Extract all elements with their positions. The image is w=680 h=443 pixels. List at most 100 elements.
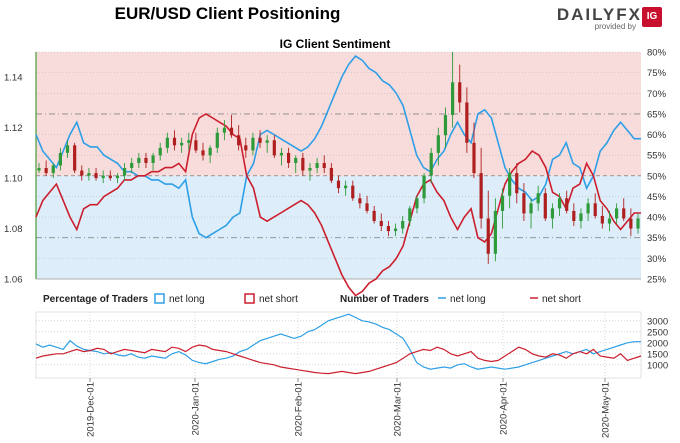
legend-pct-long-swatch (154, 293, 165, 304)
y-tick-label: 1500 (647, 349, 668, 360)
y-left-tick-label: 1.14 (4, 73, 23, 84)
candle-body (172, 137, 177, 146)
dailyfx-logo: DAILYFX (556, 5, 642, 24)
legend-num-short-label: net short (542, 294, 581, 305)
candle-body (622, 208, 626, 219)
y-right-tick-label: 75% (647, 68, 667, 79)
candle-body (493, 210, 497, 254)
y-right-tick-label: 35% (647, 233, 667, 244)
candle-body (429, 152, 433, 176)
candle-body (422, 175, 426, 199)
candle-body (379, 220, 383, 227)
chart-title: EUR/USD Client Positioning (114, 4, 341, 23)
candle-body (58, 152, 62, 166)
candle-body (208, 147, 212, 156)
candle-body (600, 215, 604, 224)
candle-body (465, 102, 469, 143)
legend-pct-short-label: net short (259, 294, 298, 305)
y-tick-label: 2500 (647, 327, 668, 338)
candle-body (408, 208, 412, 221)
candle-body (508, 173, 512, 196)
candle-body (94, 173, 98, 179)
candle-body (458, 82, 462, 103)
candle-body (372, 210, 376, 221)
candle-body (550, 208, 555, 219)
chart-subtitle: IG Client Sentiment (279, 37, 391, 51)
top-panel: 25% 30% 35% 40% 45% 50% 55% 60% 65% 70% 75% 80% 1.06… (4, 48, 667, 297)
candle-body (244, 145, 248, 151)
candle-body (101, 175, 105, 179)
candle-body (301, 157, 305, 171)
logo-provided-by: provided by (594, 22, 636, 31)
candle-body (607, 218, 612, 224)
candle-body (543, 193, 547, 219)
candle-body (272, 140, 276, 156)
candle-body (415, 198, 419, 209)
legend-pct-short-swatch (244, 293, 255, 304)
ig-logo-badge: IG (642, 7, 662, 27)
y-right-tick-label: 50% (647, 171, 667, 182)
candle-body (636, 218, 640, 229)
candle-body (294, 157, 298, 163)
candle-body (51, 165, 55, 174)
x-tick-label: 2020-Jan-01 (191, 382, 202, 435)
candle-body (222, 127, 227, 133)
x-tick-label: 2020-Feb-01 (294, 382, 305, 436)
candle-body (37, 168, 41, 171)
candle-body (515, 173, 519, 194)
candle-body (472, 142, 476, 174)
candle-body (401, 220, 405, 229)
candle-body (201, 150, 205, 156)
candle-body (108, 175, 112, 179)
candle-body (80, 170, 84, 176)
candle-body (215, 132, 219, 148)
candle-body (572, 210, 576, 221)
legend-pct-title: Percentage of Traders (43, 294, 148, 305)
y-right-tick-label: 25% (647, 275, 667, 286)
candle-body (144, 157, 148, 163)
y-right-tick-label: 70% (647, 89, 667, 100)
y-left-tick-label: 1.08 (4, 224, 23, 235)
y-tick-label: 3000 (647, 316, 668, 327)
candle-body (65, 145, 70, 153)
candle-body (358, 198, 362, 204)
candle-body (187, 140, 191, 143)
candle-body (579, 213, 583, 221)
candle-body (151, 155, 155, 163)
candle-body (258, 137, 262, 143)
legend-num-long-label: net long (450, 294, 486, 305)
candle-body (44, 168, 48, 174)
candle-body (229, 127, 234, 136)
y-right-tick-label: 40% (647, 213, 667, 224)
y-right-tick-label: 80% (647, 48, 667, 59)
y-tick-label: 1000 (647, 360, 668, 371)
legend-pct-long-label: net long (169, 294, 205, 305)
candle-body (87, 173, 91, 176)
candle-body (315, 162, 319, 169)
candle-body (443, 115, 448, 136)
candle-body (522, 193, 526, 214)
legend-num-title: Number of Traders (340, 294, 429, 305)
candle-body (565, 198, 569, 211)
candle-body (122, 168, 127, 176)
candle-body (557, 198, 562, 209)
bottom-plot-area (35, 311, 642, 379)
candle-body (158, 147, 162, 156)
candle-body (265, 140, 269, 143)
candle-body (322, 162, 326, 169)
candle-body (536, 193, 540, 204)
net-short-count-line (35, 344, 642, 375)
candle-body (73, 145, 77, 171)
x-tick-label: 2020-Apr-01 (499, 382, 510, 435)
candle-body (115, 175, 120, 179)
candle-body (351, 185, 355, 199)
candle-body (615, 208, 619, 219)
x-tick-label: 2020-Mar-01 (393, 382, 404, 436)
candle-body (336, 180, 341, 189)
candle-body (386, 226, 391, 232)
candle-body (500, 195, 505, 211)
y-right-tick-label: 30% (647, 254, 667, 265)
candle-body (329, 168, 333, 181)
